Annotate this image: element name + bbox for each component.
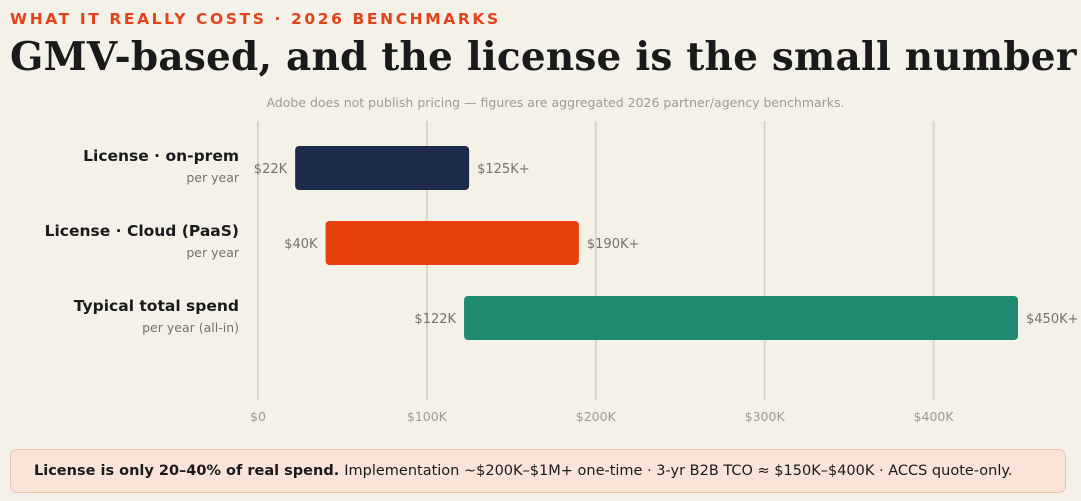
x-tick-label: $0 xyxy=(250,409,266,424)
row-label-on-prem: License · on-prem per year xyxy=(83,147,239,186)
source-note: Adobe does not publish pricing — figures… xyxy=(266,95,845,110)
range-bar xyxy=(464,296,1018,340)
x-tick-label: $400K xyxy=(914,409,955,424)
row-label-main: License · on-prem xyxy=(83,147,239,165)
row-label-sub: per year (all-in) xyxy=(142,320,239,335)
x-tick-label: $300K xyxy=(745,409,786,424)
row-label-cloud: License · Cloud (PaaS) per year xyxy=(45,222,239,261)
footer-emphasis: License is only 20–40% of real spend. xyxy=(34,463,340,479)
bar-low-label: $22K xyxy=(254,162,288,177)
eyebrow-label: WHAT IT REALLY COSTS · 2026 BENCHMARKS xyxy=(10,10,501,28)
row-label-total: Typical total spend per year (all-in) xyxy=(74,297,239,336)
row-label-main: Typical total spend xyxy=(73,297,239,315)
bar-low-label: $122K xyxy=(414,312,456,327)
x-tick-label: $100K xyxy=(407,409,448,424)
footer-text: Implementation ~$200K–$1M+ one-time · 3-… xyxy=(344,463,1013,479)
bar-high-label: $190K+ xyxy=(587,237,640,252)
range-bar-chart: $0 $100K $200K $300K $400K $22K $125K+ $40K $190… xyxy=(250,121,1079,424)
bar-high-label: $125K+ xyxy=(477,162,530,177)
row-label-sub: per year xyxy=(186,245,239,260)
bar-low-label: $40K xyxy=(284,237,318,252)
row-label-sub: per year xyxy=(186,170,239,185)
range-bar xyxy=(325,221,579,265)
footer-callout: License is only 20–40% of real spend. Im… xyxy=(10,449,1066,493)
row-label-main: License · Cloud (PaaS) xyxy=(44,222,239,240)
bar-high-label: $450K+ xyxy=(1026,312,1079,327)
page-title: GMV-based, and the license is the small … xyxy=(10,34,1077,80)
range-bar xyxy=(295,146,470,190)
x-tick-label: $200K xyxy=(576,409,617,424)
